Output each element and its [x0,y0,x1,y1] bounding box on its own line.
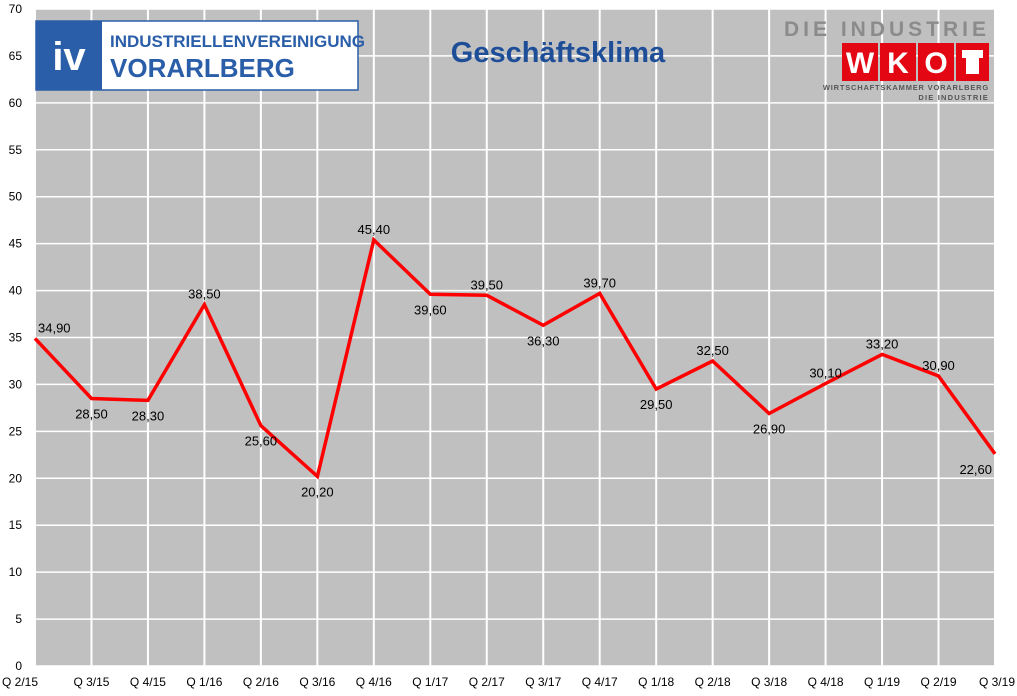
data-label-13: 26,90 [753,422,786,437]
x-tick-label-9: Q 3/17 [525,675,561,689]
y-tick-label-6: 30 [9,377,23,391]
x-tick-label-6: Q 4/16 [356,675,392,689]
data-label-6: 45,40 [358,222,391,237]
x-tick-label-14: Q 4/18 [808,675,844,689]
x-tick-label-11: Q 1/18 [638,675,674,689]
wko-logo: DIE INDUSTRIE W K O WIRTSCHAFTSKAMMER VO… [784,18,990,102]
wko-logo-subtitle: WIRTSCHAFTSKAMMER VORARLBERG [823,83,989,92]
wko-letter-k: K [887,47,909,80]
data-label-2: 28,30 [132,408,165,423]
y-axis-tick-labels: 0 5 10 15 20 25 30 35 40 45 50 55 60 65 70 [9,2,23,673]
y-tick-label-9: 45 [9,237,23,251]
y-tick-label-2: 10 [9,565,23,579]
data-label-5: 20,20 [301,484,334,499]
data-label-0: 34,90 [38,320,71,335]
y-tick-label-11: 55 [9,143,23,157]
x-tick-label-0: Q 2/15 [2,675,38,689]
x-tick-label-10: Q 4/17 [582,675,618,689]
x-tick-label-1: Q 3/15 [73,675,109,689]
data-label-9: 36,30 [527,333,560,348]
y-tick-label-8: 40 [9,284,23,298]
data-label-10: 39,70 [583,275,616,290]
x-tick-label-5: Q 3/16 [299,675,335,689]
data-label-15: 33,20 [866,336,899,351]
gridlines [34,8,996,667]
wko-tile-o [918,43,954,81]
data-label-7: 39,60 [414,302,447,317]
y-tick-label-13: 65 [9,49,23,63]
y-tick-label-7: 35 [9,331,23,345]
data-label-1: 28,50 [75,407,108,422]
data-label-14: 30,10 [809,365,842,380]
x-tick-label-2: Q 4/15 [130,675,166,689]
wko-letter-w: W [846,47,875,80]
x-tick-label-12: Q 2/18 [695,675,731,689]
wko-logo-subtitle-2: DIE INDUSTRIE [918,93,989,102]
wko-tile-w [842,43,878,81]
wko-logo-top-text: DIE INDUSTRIE [784,18,990,41]
wko-tile-k [880,43,916,81]
x-tick-label-8: Q 2/17 [469,675,505,689]
x-tick-label-15: Q 1/19 [864,675,900,689]
wko-letter-o: O [924,47,947,80]
x-tick-label-4: Q 2/16 [243,675,279,689]
x-tick-label-16: Q 2/19 [921,675,957,689]
data-label-16: 30,90 [922,358,955,373]
x-tick-label-7: Q 1/17 [412,675,448,689]
y-tick-label-12: 60 [9,96,23,110]
data-label-17: 22,60 [959,462,992,477]
iv-logo-line2: VORARLBERG [110,53,295,83]
data-label-8: 39,50 [470,277,503,292]
x-tick-label-3: Q 1/16 [186,675,222,689]
x-axis-tick-labels: Q 2/15 Q 3/15 Q 4/15 Q 1/16 Q 2/16 Q 3/16 Q 4/… [2,675,1015,689]
iv-logo-mark: iv [52,35,86,79]
y-tick-label-1: 5 [15,612,22,626]
y-tick-label-3: 15 [9,518,23,532]
x-tick-label-17: Q 3/19 [979,675,1015,689]
y-tick-label-5: 25 [9,424,23,438]
y-tick-label-0: 0 [15,659,22,673]
chart-title: Geschäftsklima [451,37,666,69]
series-line [33,236,997,480]
data-label-11: 29,50 [640,397,673,412]
x-tick-label-13: Q 3/18 [751,675,787,689]
iv-logo-line1: INDUSTRIELLENVEREINIGUNG [110,32,365,51]
wko-crest-shape [962,50,983,74]
data-label-4: 25,60 [245,434,278,449]
iv-logo-mark-background [36,21,102,90]
y-tick-label-10: 50 [9,190,23,204]
iv-logo: iv INDUSTRIELLENVEREINIGUNG VORARLBERG [35,20,365,91]
data-labels: 34,90 28,50 28,30 38,50 25,60 20,20 45,40 39,60… [38,222,992,500]
data-label-12: 32,50 [696,343,729,358]
y-tick-label-4: 20 [9,471,23,485]
y-tick-label-14: 70 [9,2,23,16]
data-label-3: 38,50 [188,287,221,302]
